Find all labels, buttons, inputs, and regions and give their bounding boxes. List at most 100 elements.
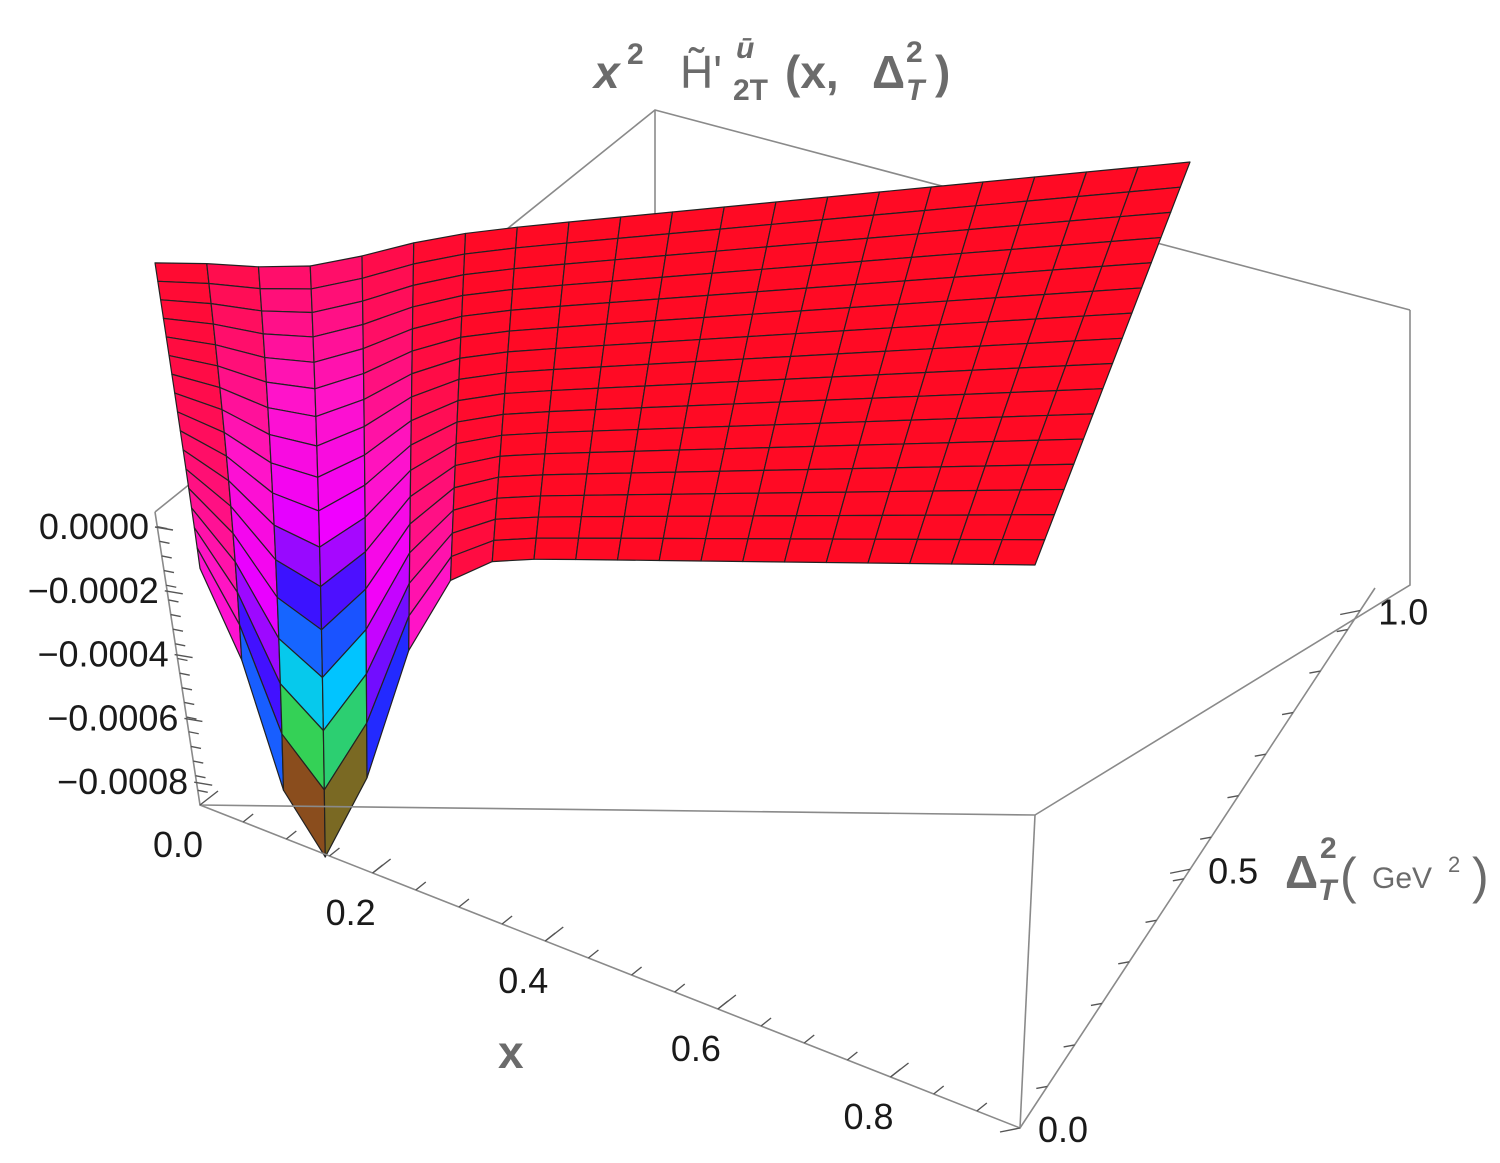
z-minor-tick [197,789,208,794]
surface-cell [1119,186,1181,218]
surface-cell [705,515,754,540]
x-minor-tick [760,1017,772,1027]
z-minor-tick [166,584,177,588]
surface-cell [939,297,997,326]
surface-cell [691,358,744,385]
surface-cell [795,491,847,517]
surface-cell [851,443,905,470]
delta-minor-tick [1063,1044,1075,1048]
delta-minor-tick [1281,711,1294,716]
surface-cell [647,338,701,365]
surface-cell [742,538,792,563]
surface-cell [1010,488,1065,516]
surface-cell [644,361,697,387]
surface-cell [592,407,643,432]
surface-cell [1001,514,1055,541]
delta-axis-unit-sup: 2 [1448,852,1460,877]
surface-cell [687,380,740,407]
surface-cell [752,492,803,517]
x-minor-tick [846,1051,858,1061]
surface-cell [813,421,867,447]
x-minor-tick [458,898,470,908]
surface-cell [616,537,664,562]
surface-cell [774,399,827,426]
surface-cell [946,273,1005,302]
x-minor-tick [242,813,254,823]
z-tick-label: −0.0008 [57,761,188,802]
surface-cell [897,276,955,305]
z-tick-label: −0.0004 [37,634,168,675]
x-tick-label: 0.6 [671,1028,721,1069]
delta-minor-tick [1172,878,1184,882]
delta-minor-tick [1145,919,1157,923]
surface-cell [891,300,948,329]
surface-cell [700,537,749,563]
surface-cell [783,538,834,564]
title-subscript: 2T [733,74,768,107]
surface-cell [714,469,765,495]
title-args-open: (x, [785,46,839,98]
x-axis: 0.0 0.2 0.4 0.6 0.8 [153,790,988,1137]
surface-cell [259,288,313,314]
delta-minor-tick [1309,670,1321,674]
surface-cell [903,417,958,445]
x-minor-tick [587,949,599,959]
surface-cell [577,515,625,539]
z-minor-tick [161,555,172,559]
title-superscript: ū [736,32,754,65]
surface-cell [497,453,546,478]
delta-tick-label: 0.0 [1038,1109,1088,1150]
surface-cell [800,283,857,312]
z-tick [174,653,193,659]
delta-tick-label: 1.0 [1378,592,1428,633]
surface-cell [678,425,730,451]
delta-axis-title: Δ 2 T ( GeV 2 ) [1285,832,1489,907]
surface-cell [535,516,582,539]
title-prefix: x [591,46,622,98]
surface-cell [1047,388,1104,417]
surface-cell [751,287,808,315]
surface-cell [606,298,660,325]
surface-cell [662,515,711,540]
delta-minor-tick [1090,1002,1103,1007]
delta-tick [999,1127,1021,1133]
surface-cell [630,449,681,474]
surface-cell [589,428,639,454]
surface-cell [597,363,650,389]
surface-cell [670,470,721,495]
surface-cell [557,302,611,328]
title-delta-sup: 2 [906,36,923,69]
delta-axis-sub: T [1318,874,1339,907]
surface-cell [884,324,941,352]
surface-cell [825,374,880,401]
z-tick [194,781,213,786]
delta-minor-tick [1336,628,1348,633]
z-tick-label: −0.0006 [47,697,178,738]
surface-cell [550,366,602,392]
delta-axis-paren-open: ( [1340,848,1357,904]
surface-cell [878,348,934,376]
z-minor-tick [172,628,184,632]
z-tick [184,717,203,723]
surface-cell [867,538,919,565]
surface-cell [719,446,770,472]
delta-axis-symbol: Δ [1285,846,1318,898]
surface-cell [723,424,776,450]
surface-cell [257,265,312,290]
surface-cell [546,409,597,434]
delta-minor-tick [1254,753,1266,757]
x-minor-tick [976,1102,988,1112]
surface-cell [555,323,608,350]
surface-cell [763,445,815,471]
surface-cell [494,495,542,520]
z-minor-tick [170,613,181,618]
surface-cell [507,326,559,353]
surface-cell [623,493,673,518]
title-delta-sub: T [906,74,927,107]
surface-cell [603,320,656,347]
surface-cell [1019,463,1075,491]
x-minor-tick [631,966,643,976]
x-minor-tick [329,847,340,857]
x-minor-tick [717,1000,729,1010]
surface-cell [496,474,544,499]
